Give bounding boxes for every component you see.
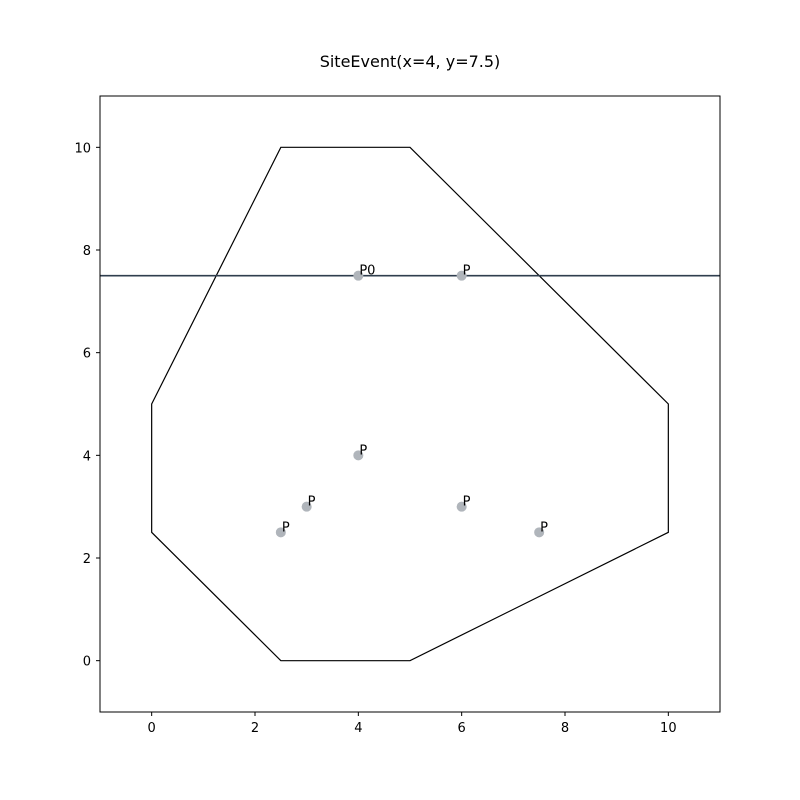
- site-point: [456, 270, 467, 281]
- plot-area: P0 P P P P P P: [100, 146, 720, 662]
- plot-frame: [99, 95, 721, 713]
- site-point: [275, 527, 286, 538]
- y-tick-label: 8: [83, 244, 91, 259]
- site-point: [353, 450, 364, 461]
- x-tick-label: 2: [251, 721, 259, 736]
- x-tick-label: 0: [148, 721, 156, 736]
- site-point: [534, 527, 545, 538]
- x-tick-label: 8: [561, 721, 569, 736]
- y-tick-label: 6: [83, 347, 91, 362]
- site-point-label: P: [540, 520, 548, 535]
- boundary-polygon: [151, 146, 669, 662]
- x-tick-label: 6: [458, 721, 466, 736]
- site-point-label: P: [282, 520, 290, 535]
- y-tick-label: 4: [83, 449, 91, 464]
- x-tick-label: 10: [660, 721, 677, 736]
- site-point-label: P: [308, 495, 316, 510]
- site-point-label: P: [359, 443, 367, 458]
- y-tick-label: 0: [83, 655, 91, 670]
- site-point: [456, 501, 467, 512]
- site-point-label: P: [463, 495, 471, 510]
- chart-title: SiteEvent(x=4, y=7.5): [320, 52, 501, 71]
- site-point: [301, 501, 312, 512]
- site-point-label: P0: [359, 264, 375, 279]
- site-point-label: P: [463, 264, 471, 279]
- site-point: [353, 270, 364, 281]
- x-tick-label: 4: [354, 721, 362, 736]
- axes: 0 2 4 6 8 10 0 2 4 6 8 10: [74, 141, 676, 736]
- y-tick-label: 2: [83, 552, 91, 567]
- y-tick-label: 10: [74, 141, 91, 156]
